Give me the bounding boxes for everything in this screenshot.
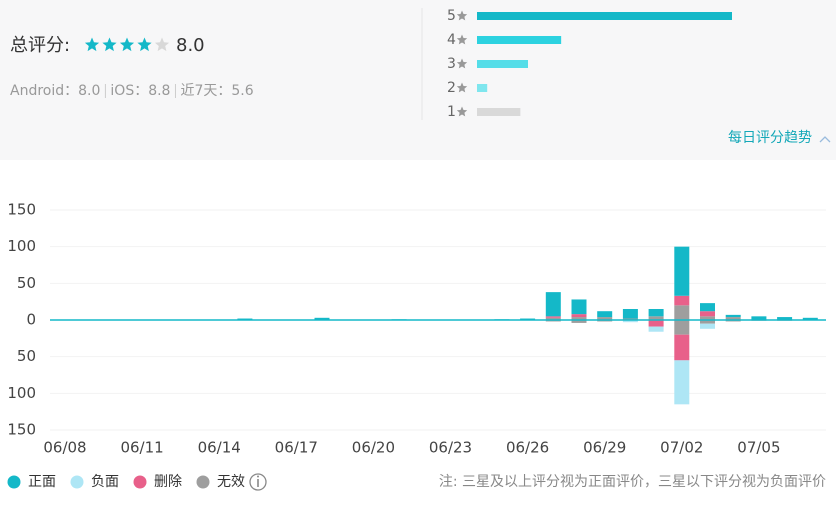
bar-segment bbox=[674, 295, 690, 306]
summary-title: 总评分: bbox=[10, 35, 70, 56]
bar-segment bbox=[802, 317, 818, 320]
x-tick-label: 07/05 bbox=[737, 439, 780, 457]
y-tick-label: 0 bbox=[26, 311, 36, 329]
y-tick-label: 150 bbox=[7, 201, 36, 219]
legend-label: 正面 bbox=[28, 474, 56, 490]
bar-segment bbox=[648, 320, 664, 327]
bar-segment bbox=[597, 317, 613, 320]
rating-bar bbox=[477, 36, 562, 44]
platform-score: iOS：8.8 bbox=[110, 83, 170, 99]
bar-segment bbox=[674, 360, 690, 405]
y-tick-label: 50 bbox=[17, 347, 36, 365]
star bbox=[119, 37, 135, 52]
bar-segment bbox=[622, 320, 638, 323]
bar-segment bbox=[674, 320, 690, 335]
bar-segment bbox=[700, 311, 715, 317]
bar-segment bbox=[725, 314, 741, 318]
x-tick-label: 06/08 bbox=[43, 439, 86, 457]
legend-label: 无效 bbox=[217, 474, 245, 490]
bar-segment bbox=[674, 305, 690, 320]
summary-panel bbox=[0, 0, 836, 160]
bar-segment bbox=[545, 292, 561, 317]
trend-link[interactable]: 每日评分趋势 bbox=[728, 130, 812, 146]
bar-segment bbox=[725, 317, 741, 320]
rating-bar bbox=[477, 60, 528, 68]
y-tick-label: 100 bbox=[7, 384, 36, 402]
platform-score: Android：8.0 bbox=[10, 83, 100, 99]
x-tick-label: 06/26 bbox=[506, 439, 549, 457]
legend-dot bbox=[70, 475, 84, 489]
bar-segment bbox=[700, 316, 715, 320]
bar-segment bbox=[571, 314, 587, 318]
bar-segment bbox=[700, 323, 715, 329]
bar-segment bbox=[674, 334, 690, 361]
x-tick-label: 06/14 bbox=[198, 439, 241, 457]
bar-segment bbox=[571, 317, 587, 320]
legend-dot bbox=[7, 475, 21, 489]
bar-segment bbox=[545, 316, 561, 318]
info-icon[interactable] bbox=[249, 473, 267, 491]
bar-segment bbox=[545, 317, 561, 320]
note: 注: 三星及以上评分视为正面评价，三星以下评分视为负面评价 bbox=[439, 474, 826, 490]
x-tick-label: 06/23 bbox=[429, 439, 472, 457]
y-tick-label: 50 bbox=[17, 274, 36, 292]
chevron-up[interactable] bbox=[819, 136, 831, 143]
rating-label: 4 bbox=[447, 32, 456, 48]
bar-segment bbox=[648, 326, 664, 332]
bar-segment bbox=[648, 309, 664, 317]
rating-label: 1 bbox=[447, 104, 456, 120]
bar-segment bbox=[571, 299, 587, 315]
legend-label: 负面 bbox=[91, 474, 119, 490]
bar-segment bbox=[700, 303, 715, 312]
legend-label: 删除 bbox=[154, 474, 182, 490]
bar-segment bbox=[751, 316, 767, 320]
score: 8.0 bbox=[176, 35, 205, 56]
bar-segment bbox=[700, 320, 715, 324]
rating-star bbox=[456, 58, 468, 69]
rating-label: 2 bbox=[447, 80, 456, 96]
rating-bar bbox=[477, 108, 521, 116]
bar-segment bbox=[571, 320, 587, 323]
star bbox=[154, 37, 170, 52]
rating-bar bbox=[477, 84, 488, 92]
x-tick-label: 06/17 bbox=[275, 439, 318, 457]
rating-star bbox=[456, 10, 468, 21]
star bbox=[137, 37, 152, 52]
rating-star bbox=[456, 106, 468, 117]
rating-label: 3 bbox=[447, 56, 456, 72]
x-tick-label: 06/11 bbox=[120, 439, 163, 457]
bar-segment bbox=[314, 317, 330, 320]
x-tick-label: 06/29 bbox=[583, 439, 626, 457]
bar-segment bbox=[777, 317, 793, 320]
x-tick-label: 06/20 bbox=[352, 439, 395, 457]
star bbox=[84, 37, 100, 52]
legend-dot bbox=[133, 475, 147, 489]
rating-label: 5 bbox=[447, 8, 456, 24]
y-tick-label: 150 bbox=[7, 421, 36, 439]
bar-segment bbox=[597, 311, 613, 318]
y-tick-label: 100 bbox=[7, 237, 36, 255]
platform-score: 近7天：5.6 bbox=[180, 83, 253, 99]
rating-star bbox=[456, 34, 468, 45]
star bbox=[102, 37, 117, 52]
rating-star bbox=[456, 82, 468, 93]
bar-segment bbox=[674, 246, 690, 296]
rating-bar bbox=[477, 12, 732, 20]
bar-segment bbox=[648, 316, 664, 320]
bar-segment bbox=[622, 309, 638, 319]
legend-dot bbox=[196, 475, 210, 489]
info-icon-dot bbox=[257, 475, 259, 478]
x-tick-label: 07/02 bbox=[660, 439, 703, 457]
